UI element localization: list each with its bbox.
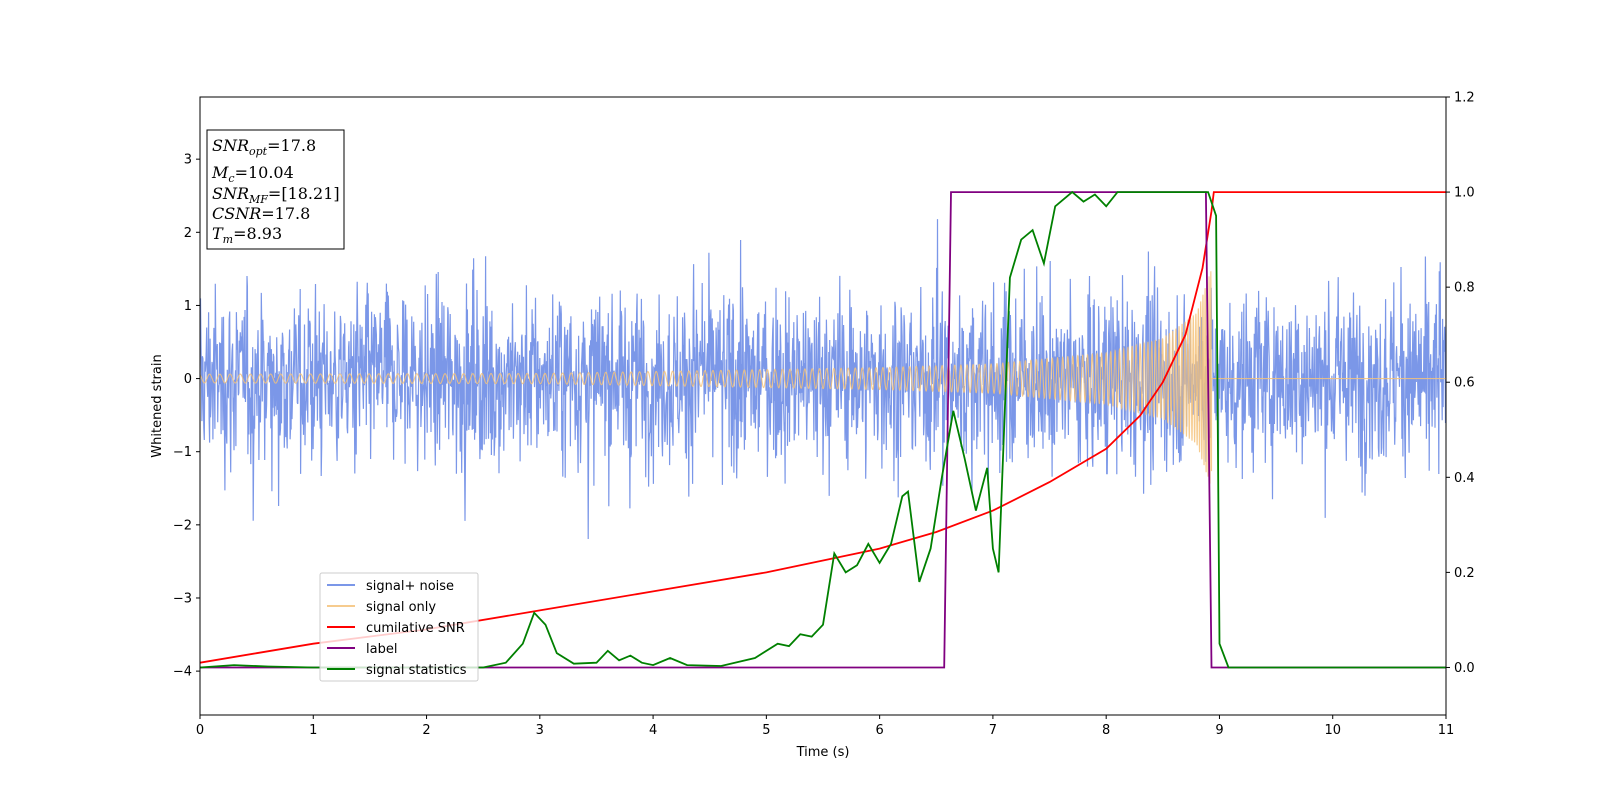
- legend-label: label: [366, 642, 397, 657]
- legend-label: cumilative SNR: [366, 621, 465, 636]
- legend-label: signal only: [366, 600, 436, 615]
- y-tick-label: −2: [173, 518, 192, 533]
- y-tick-label: −4: [173, 665, 192, 680]
- x-axis-label: Time (s): [796, 745, 850, 760]
- y-tick-label: 1: [184, 299, 192, 314]
- y2-tick-label: 0.4: [1454, 471, 1475, 486]
- series-signal-only: [200, 271, 1446, 484]
- y-axis-left: −4 −3 −2 −1 0 1 2 3: [173, 153, 200, 680]
- y-axis-label: Whitened strain: [150, 354, 165, 457]
- annotation-mc: Mc=10.04: [211, 163, 294, 185]
- y2-tick-label: 0.6: [1454, 376, 1475, 391]
- y2-tick-label: 0.0: [1454, 661, 1475, 676]
- y-tick-label: 3: [184, 153, 192, 168]
- x-tick-label: 2: [422, 723, 430, 738]
- x-axis: 0 1 2 3 4 5 6 7 8 9 10 11: [196, 715, 1454, 738]
- x-tick-label: 8: [1102, 723, 1110, 738]
- y2-tick-label: 0.2: [1454, 566, 1475, 581]
- legend-label: signal+ noise: [366, 579, 454, 594]
- x-tick-label: 1: [309, 723, 317, 738]
- x-tick-label: 7: [989, 723, 997, 738]
- x-tick-label: 5: [762, 723, 770, 738]
- annotation-box: SNRopt=17.8 Mc=10.04 SNRMF=[18.21] CSNR=…: [206, 129, 345, 250]
- annotation-tm: Tm=8.93: [212, 224, 282, 246]
- legend: signal+ noise signal only cumilative SNR la…: [319, 572, 479, 682]
- x-tick-label: 6: [875, 723, 883, 738]
- x-tick-label: 0: [196, 723, 204, 738]
- y-tick-label: 2: [184, 226, 192, 241]
- x-tick-label: 10: [1324, 723, 1341, 738]
- y2-tick-label: 0.8: [1454, 281, 1475, 296]
- series-signal-statistics: [200, 190, 1446, 669]
- y-tick-label: −1: [173, 445, 192, 460]
- y-tick-label: 0: [184, 372, 192, 387]
- y2-tick-label: 1.2: [1454, 91, 1475, 106]
- annotation-snr-opt: SNRopt=17.8: [212, 136, 316, 158]
- x-tick-label: 9: [1215, 723, 1223, 738]
- y-axis-right: 0.0 0.2 0.4 0.6 0.8 1.0 1.2: [1446, 91, 1475, 676]
- y2-tick-label: 1.0: [1454, 186, 1475, 201]
- plot-frame: [199, 96, 1447, 716]
- annotation-snr-mf: SNRMF=[18.21]: [212, 184, 340, 206]
- x-tick-label: 4: [649, 723, 657, 738]
- y-tick-label: −3: [173, 591, 192, 606]
- legend-label: signal statistics: [366, 663, 467, 678]
- annotation-csnr: CSNR=17.8: [212, 204, 310, 223]
- x-tick-label: 11: [1438, 723, 1455, 738]
- series-signal-noise: [200, 219, 1446, 540]
- x-tick-label: 3: [536, 723, 544, 738]
